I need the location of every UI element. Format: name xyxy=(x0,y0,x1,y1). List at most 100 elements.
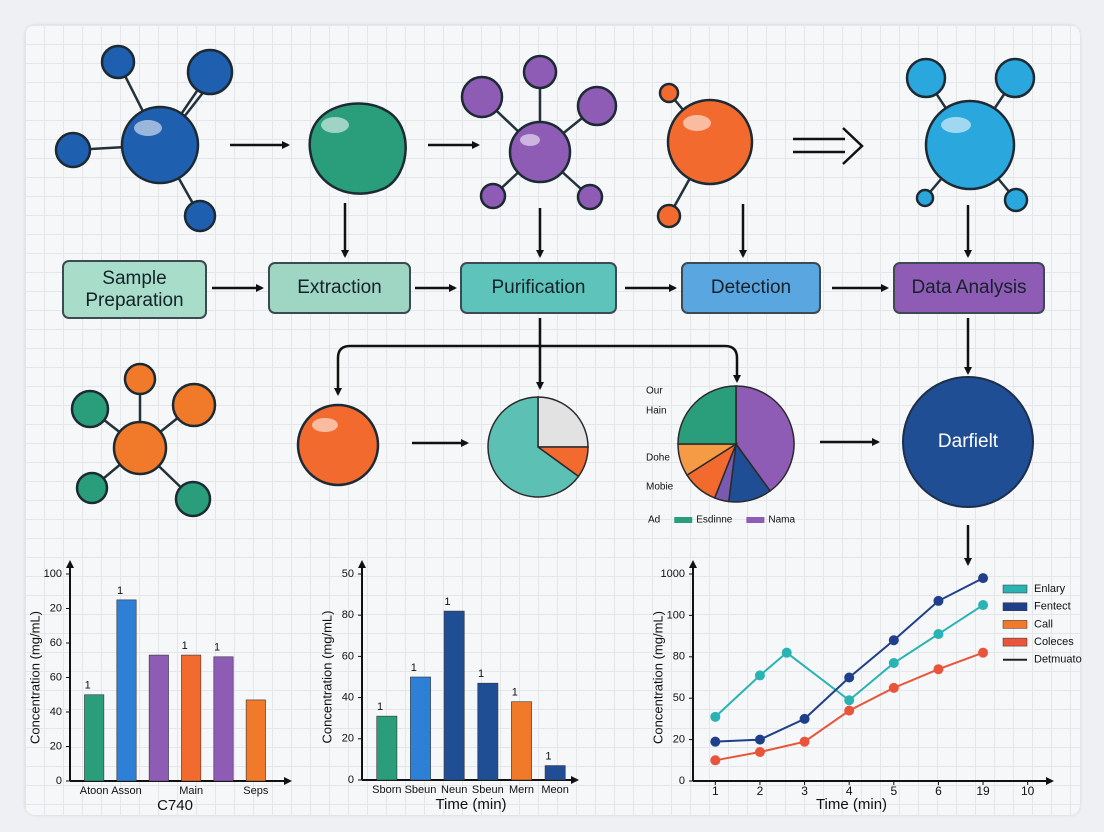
bar-note: 1 xyxy=(444,596,450,608)
pie-slice xyxy=(487,396,580,498)
y-tick-label: 80 xyxy=(673,651,685,663)
point xyxy=(933,664,944,675)
legend-swatch xyxy=(1002,602,1028,611)
x-tick-label: Sbeun xyxy=(405,784,437,796)
point xyxy=(978,647,989,658)
x-axis-label: C740 xyxy=(157,797,193,814)
bar-note: 1 xyxy=(545,750,551,762)
point xyxy=(754,747,765,758)
bar xyxy=(376,715,398,781)
bar xyxy=(443,610,465,781)
legend-label: Enlary xyxy=(1034,583,1066,595)
bar xyxy=(116,599,137,782)
pie-slice xyxy=(735,385,795,492)
x-tick-label: 1 xyxy=(712,784,719,798)
y-tick-label: 0 xyxy=(679,775,685,787)
x-tick-label: Seps xyxy=(243,785,269,797)
legend-swatch xyxy=(1002,637,1028,647)
x-tick-label: 19 xyxy=(976,784,990,798)
x-tick-label: 5 xyxy=(890,784,897,798)
node-label: Darfielt xyxy=(938,431,999,452)
x-tick-label: Mern xyxy=(509,784,534,796)
legend-label: Detmuato xyxy=(1034,654,1082,666)
bar-note: 1 xyxy=(117,585,123,597)
x-axis-label: Time (min) xyxy=(435,796,506,813)
point xyxy=(844,695,855,706)
legend-swatch xyxy=(1002,620,1028,629)
point xyxy=(781,647,792,658)
molecule xyxy=(54,44,234,233)
bar xyxy=(148,654,169,782)
point xyxy=(933,595,944,606)
molecule xyxy=(70,362,217,518)
bar-note: 1 xyxy=(377,701,383,713)
result-node xyxy=(902,376,1034,508)
legend-label: Ad xyxy=(648,515,660,526)
y-tick-label: 20 xyxy=(50,602,62,614)
y-tick-label: 1000 xyxy=(661,568,685,580)
x-tick-label: 6 xyxy=(935,784,942,798)
legend-swatch xyxy=(1002,584,1028,594)
process-box: Sample Preparation xyxy=(62,260,207,319)
bar-note: 1 xyxy=(478,668,484,680)
y-tick-label: 100 xyxy=(667,609,685,621)
y-tick-label: 60 xyxy=(50,637,62,649)
bar xyxy=(544,765,566,781)
point xyxy=(710,736,721,747)
process-box: Data Analysis xyxy=(893,262,1045,314)
point xyxy=(799,736,810,747)
y-tick-label: 40 xyxy=(50,706,62,718)
x-tick-label: 2 xyxy=(757,784,764,798)
x-tick-label: Sborn xyxy=(372,784,401,796)
bar xyxy=(477,682,499,781)
x-tick-label: Asson xyxy=(111,785,142,797)
bar-note: 1 xyxy=(411,662,417,674)
point xyxy=(978,573,989,584)
point xyxy=(710,755,721,766)
pie-slice xyxy=(677,385,737,445)
point xyxy=(933,629,944,640)
y-tick-label: 60 xyxy=(50,671,62,683)
x-tick-label: 4 xyxy=(846,784,853,798)
x-tick-label: 10 xyxy=(1021,784,1035,798)
molecule xyxy=(656,82,754,229)
legend-label: Call xyxy=(1034,618,1053,630)
molecule xyxy=(905,57,1036,213)
bar xyxy=(84,694,105,782)
legend-label: Nama xyxy=(768,515,795,526)
bar-note: 1 xyxy=(214,642,220,654)
pie-label: Mobie xyxy=(646,482,674,493)
x-tick-label: Sbeun xyxy=(472,784,504,796)
point xyxy=(844,705,855,716)
y-tick-label: 100 xyxy=(44,568,62,580)
x-tick-label: Neun xyxy=(441,784,467,796)
point xyxy=(888,682,899,693)
sphere xyxy=(296,403,380,487)
bar xyxy=(213,656,234,782)
y-tick-label: 60 xyxy=(342,650,354,662)
x-tick-label: Main xyxy=(179,785,203,797)
pie-slice xyxy=(537,396,589,448)
bar-note: 1 xyxy=(85,680,91,692)
pie-label: Dohe xyxy=(646,453,670,464)
y-tick-label: 0 xyxy=(56,775,62,787)
process-box: Purification xyxy=(460,262,617,314)
process-box: Detection xyxy=(681,262,821,314)
point xyxy=(844,672,855,683)
y-tick-label: 40 xyxy=(342,692,354,704)
y-tick-label: 20 xyxy=(342,733,354,745)
pie-label: Our xyxy=(646,386,663,397)
y-tick-label: 50 xyxy=(673,692,685,704)
process-box: Extraction xyxy=(268,262,411,314)
bar xyxy=(181,654,202,782)
y-axis-label: Concentration (mg/mL) xyxy=(319,611,334,744)
legend-label: Coleces xyxy=(1034,636,1074,648)
blob xyxy=(308,102,407,195)
legend-label: Esdinne xyxy=(696,515,733,526)
y-axis-label: Concentration (mg/mL) xyxy=(27,611,42,744)
legend-label: Fentect xyxy=(1034,601,1071,613)
y-tick-label: 50 xyxy=(342,568,354,580)
x-tick-label: 3 xyxy=(801,784,808,798)
